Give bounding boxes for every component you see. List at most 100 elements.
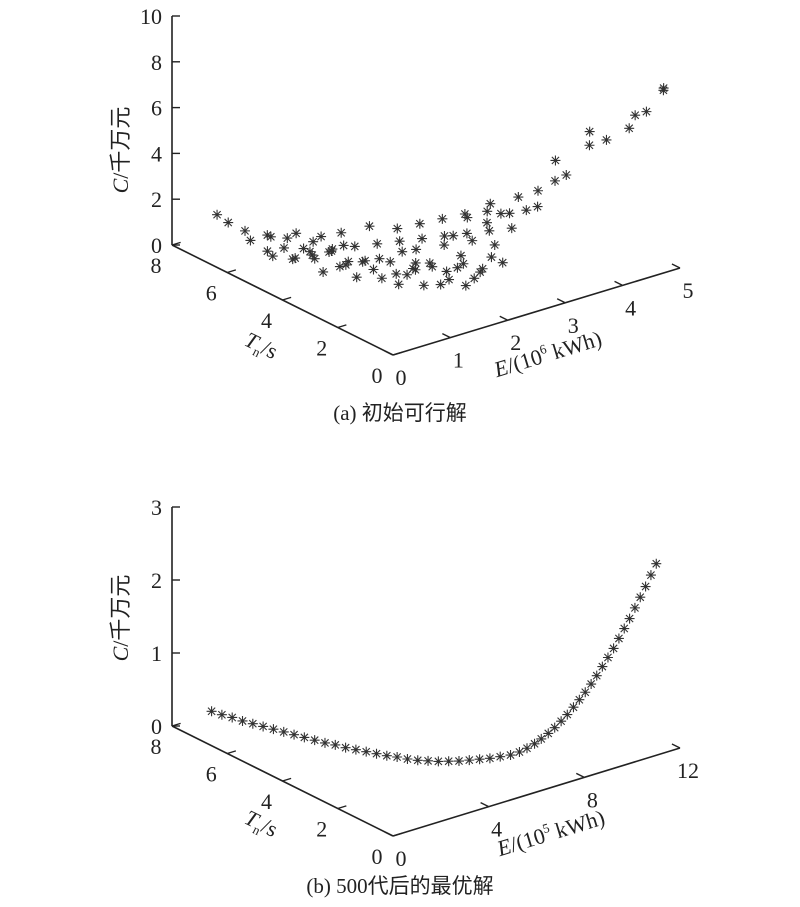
- panel-a-data-point: [402, 269, 413, 280]
- panel-a-t-title: Tn/s: [239, 327, 281, 367]
- panel-a-data-point: [394, 236, 405, 247]
- panel-a-data-point: [326, 245, 337, 256]
- panel-b-data-point: [227, 712, 238, 723]
- panel-a-e-tick: [442, 332, 451, 339]
- panel-b-data-point: [289, 729, 300, 740]
- panel-a-data-point: [368, 264, 379, 275]
- panel-b-data-point: [514, 746, 525, 757]
- panel-a-data-point: [550, 155, 561, 166]
- panel-a-e-tick: [556, 298, 566, 304]
- panel-a-t-tick: [392, 351, 402, 356]
- panel-a-data-point: [460, 280, 471, 291]
- panel-a-data-point: [439, 230, 450, 241]
- panel-a-data-point: [393, 279, 404, 290]
- panel-b-data-point: [495, 751, 506, 762]
- panel-b-data-point: [580, 687, 591, 698]
- panel-a-t-tick-label: 8: [151, 253, 162, 278]
- panel-a-points: [212, 83, 669, 291]
- panel-b-data-point: [568, 702, 579, 713]
- panel-b-data-point: [543, 728, 554, 739]
- panel-b-t-title: Tn/s: [239, 805, 281, 845]
- panel-b-data-point: [651, 558, 662, 569]
- panel-b-z-tick-label: 1: [151, 641, 162, 666]
- panel-b-data-point: [371, 748, 382, 759]
- panel-b-t-tick-label: 4: [261, 789, 272, 814]
- panel-a-data-point: [448, 230, 459, 241]
- panel-b-axes: [171, 507, 681, 837]
- panel-a-data-point: [475, 267, 486, 278]
- panel-b-data-point: [402, 754, 413, 765]
- panel-a-data-point: [467, 235, 478, 246]
- panel-b-e-tick: [671, 743, 681, 749]
- panel-a-data-point: [392, 223, 403, 234]
- panel-b-z-tick-label: 2: [151, 568, 162, 593]
- panel-a-data-point: [495, 208, 506, 219]
- panel-a-data-point: [469, 273, 480, 284]
- panel-a-data-point: [461, 228, 472, 239]
- panel-b-z-var: C: [108, 646, 133, 661]
- panel-a-e-unit-post: kWh): [544, 326, 604, 366]
- panel-a-data-point: [410, 257, 421, 268]
- panel-a-data-point: [459, 209, 470, 220]
- panel-b-e-title: E/(105 kWh): [493, 804, 608, 862]
- panel-a-data-point: [364, 221, 375, 232]
- panel-a-data-point: [279, 242, 290, 253]
- panel-a-caption: (a) 初始可行解: [333, 401, 467, 425]
- panel-a-data-point: [418, 280, 429, 291]
- panel-a-data-point: [298, 243, 309, 254]
- panel-a-t-tick-label: 0: [372, 363, 383, 388]
- panel-a-data-point: [410, 264, 421, 275]
- panel-a-data-point: [486, 252, 497, 263]
- panel-a-data-point: [351, 272, 362, 283]
- panel-a-data-point: [245, 235, 256, 246]
- panel-a-e-tick: [384, 350, 394, 356]
- panel-b-data-point: [319, 737, 330, 748]
- panel-b-data-point: [206, 706, 217, 717]
- panel-a-z-tick-label: 8: [151, 50, 162, 75]
- panel-b-data-point: [330, 739, 341, 750]
- panel-b-data-point: [484, 753, 495, 764]
- panel-b-t-tick: [337, 805, 347, 810]
- panel-a-data-point: [376, 273, 387, 284]
- panel-a-data-point: [265, 231, 276, 242]
- panel-a-t-tick-label: 4: [261, 308, 272, 333]
- panel-b-z-unit: /千万元: [108, 575, 133, 647]
- panel-b-data-point: [258, 721, 269, 732]
- panel-a-data-point: [360, 255, 371, 266]
- panel-b-data-point: [464, 755, 475, 766]
- panel-a-data-point: [327, 244, 338, 255]
- panel-a-data-point: [624, 123, 635, 134]
- panel-a-data-point: [291, 228, 302, 239]
- panel-b-e-tick: [575, 772, 585, 778]
- panel-b-z-title: C/千万元: [108, 575, 133, 662]
- panel-b-t-tick: [171, 722, 181, 727]
- panel-a-e-tick: [671, 263, 681, 269]
- panel-a-t-tick-label: 2: [316, 336, 327, 361]
- panel-a-data-point: [521, 205, 532, 216]
- panel-a-data-point: [444, 274, 455, 285]
- panel-b-data-point: [574, 694, 585, 705]
- panel-a-e-axis: [392, 267, 681, 356]
- panel-a-data-point: [334, 261, 345, 272]
- panel-b-e-axis: [392, 747, 681, 837]
- panel-a-data-point: [641, 106, 652, 117]
- panel-a-data-point: [262, 246, 273, 257]
- panel-a-data-point: [397, 246, 408, 257]
- panel-a-data-point: [349, 241, 360, 252]
- panel-a-data-point: [533, 185, 544, 196]
- panel-a-data-point: [658, 83, 669, 94]
- panel-a-data-point: [411, 244, 422, 255]
- panel-b-data-point: [586, 679, 597, 690]
- panel-a-data-point: [408, 263, 419, 274]
- panel-a-data-point: [307, 250, 318, 261]
- panel-a-e-tick-label: 5: [683, 278, 694, 303]
- panel-a-data-point: [437, 213, 448, 224]
- panel-a-data-point: [504, 208, 515, 219]
- panel-a-data-point: [584, 126, 595, 137]
- panel-a-t-tick: [282, 296, 292, 301]
- panel-b-data-point: [619, 623, 630, 634]
- panel-b-data-point: [629, 602, 640, 613]
